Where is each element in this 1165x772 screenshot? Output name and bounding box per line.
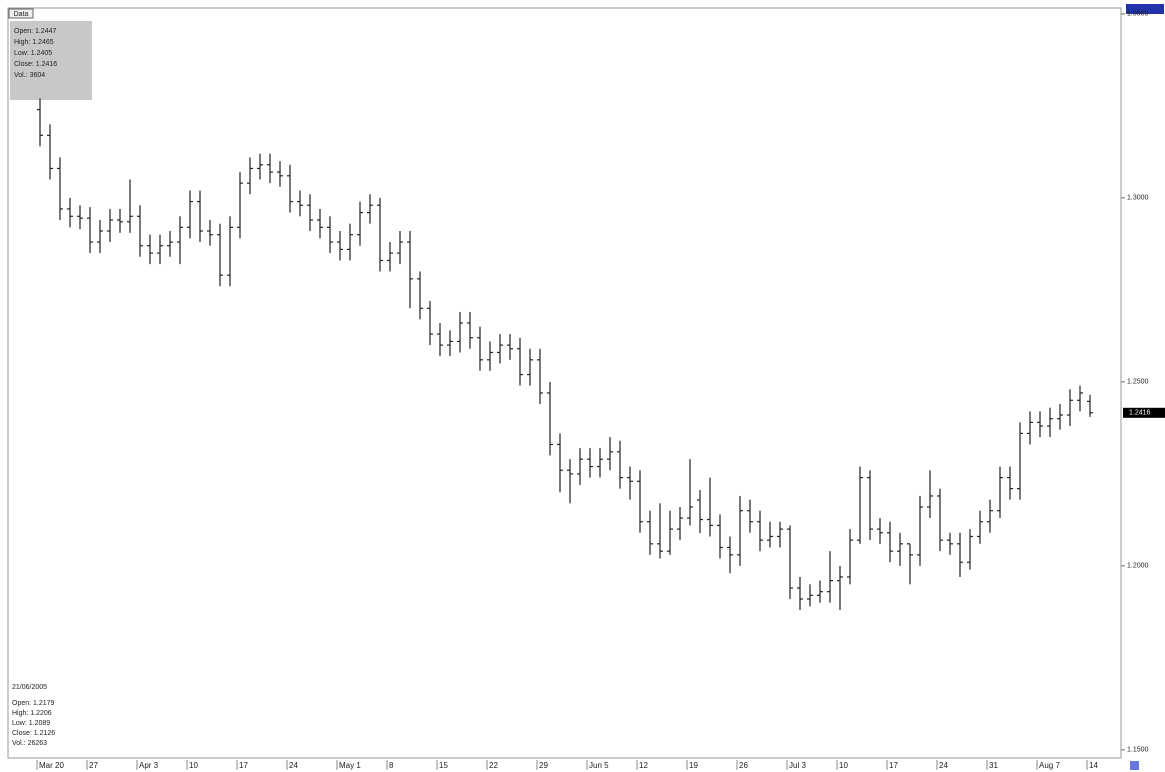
crosshair-line: Open: 1.2179 — [12, 700, 55, 707]
symbol-badge — [1126, 4, 1164, 14]
x-tick-label: 15 — [439, 761, 448, 770]
plot-frame — [7, 7, 1122, 759]
info-line: Vol.: 3604 — [14, 72, 45, 79]
y-tick-label: 1.2000 — [1127, 563, 1149, 570]
x-tick-label: 24 — [289, 761, 298, 770]
info-line: Open: 1.2447 — [14, 28, 57, 35]
info-line: Close: 1.2416 — [14, 61, 57, 68]
y-tick-label: 1.3500 — [1127, 11, 1149, 18]
x-tick-label: 24 — [939, 761, 948, 770]
data-button-label: Data — [14, 11, 29, 18]
crosshair-date: 21/06/2005 — [12, 684, 47, 691]
x-tick-label: 10 — [189, 761, 198, 770]
x-tick-label: May 1 — [339, 761, 361, 770]
crosshair-line: Vol.: 26263 — [12, 740, 47, 747]
x-tick-label: Jun 5 — [589, 761, 609, 770]
crosshair-line: Close: 1.2126 — [12, 730, 55, 737]
y-tick-label: 1.2500 — [1127, 379, 1149, 386]
x-tick-label: 27 — [89, 761, 98, 770]
x-tick-label: 10 — [839, 761, 848, 770]
x-tick-label: 26 — [739, 761, 748, 770]
x-tick-label: 29 — [539, 761, 548, 770]
crosshair-line: Low: 1.2089 — [12, 720, 50, 727]
y-tick-label: 1.1500 — [1127, 747, 1149, 754]
x-tick-label: 12 — [639, 761, 648, 770]
info-box — [10, 21, 92, 100]
x-tick-label: Apr 3 — [139, 761, 159, 770]
x-tick-label: 31 — [989, 761, 998, 770]
last-value-label: 1.2416 — [1129, 410, 1151, 417]
x-tick-label: 19 — [689, 761, 698, 770]
x-tick-label: 8 — [389, 761, 394, 770]
x-tick-label: Mar 20 — [39, 761, 64, 770]
y-tick-label: 1.3000 — [1127, 195, 1149, 202]
x-tick-label: 22 — [489, 761, 498, 770]
last-value-box — [1123, 407, 1165, 418]
corner-button[interactable] — [1130, 761, 1139, 770]
crosshair-line: High: 1.2206 — [12, 710, 52, 717]
x-tick-label: 17 — [889, 761, 898, 770]
x-tick-label: Aug 7 — [1039, 761, 1060, 770]
x-tick-label: Jul 3 — [789, 761, 806, 770]
x-tick-label: 14 — [1089, 761, 1098, 770]
data-button[interactable] — [8, 8, 34, 19]
info-line: Low: 1.2405 — [14, 50, 52, 57]
info-line: High: 1.2465 — [14, 39, 54, 46]
x-tick-label: 17 — [239, 761, 248, 770]
